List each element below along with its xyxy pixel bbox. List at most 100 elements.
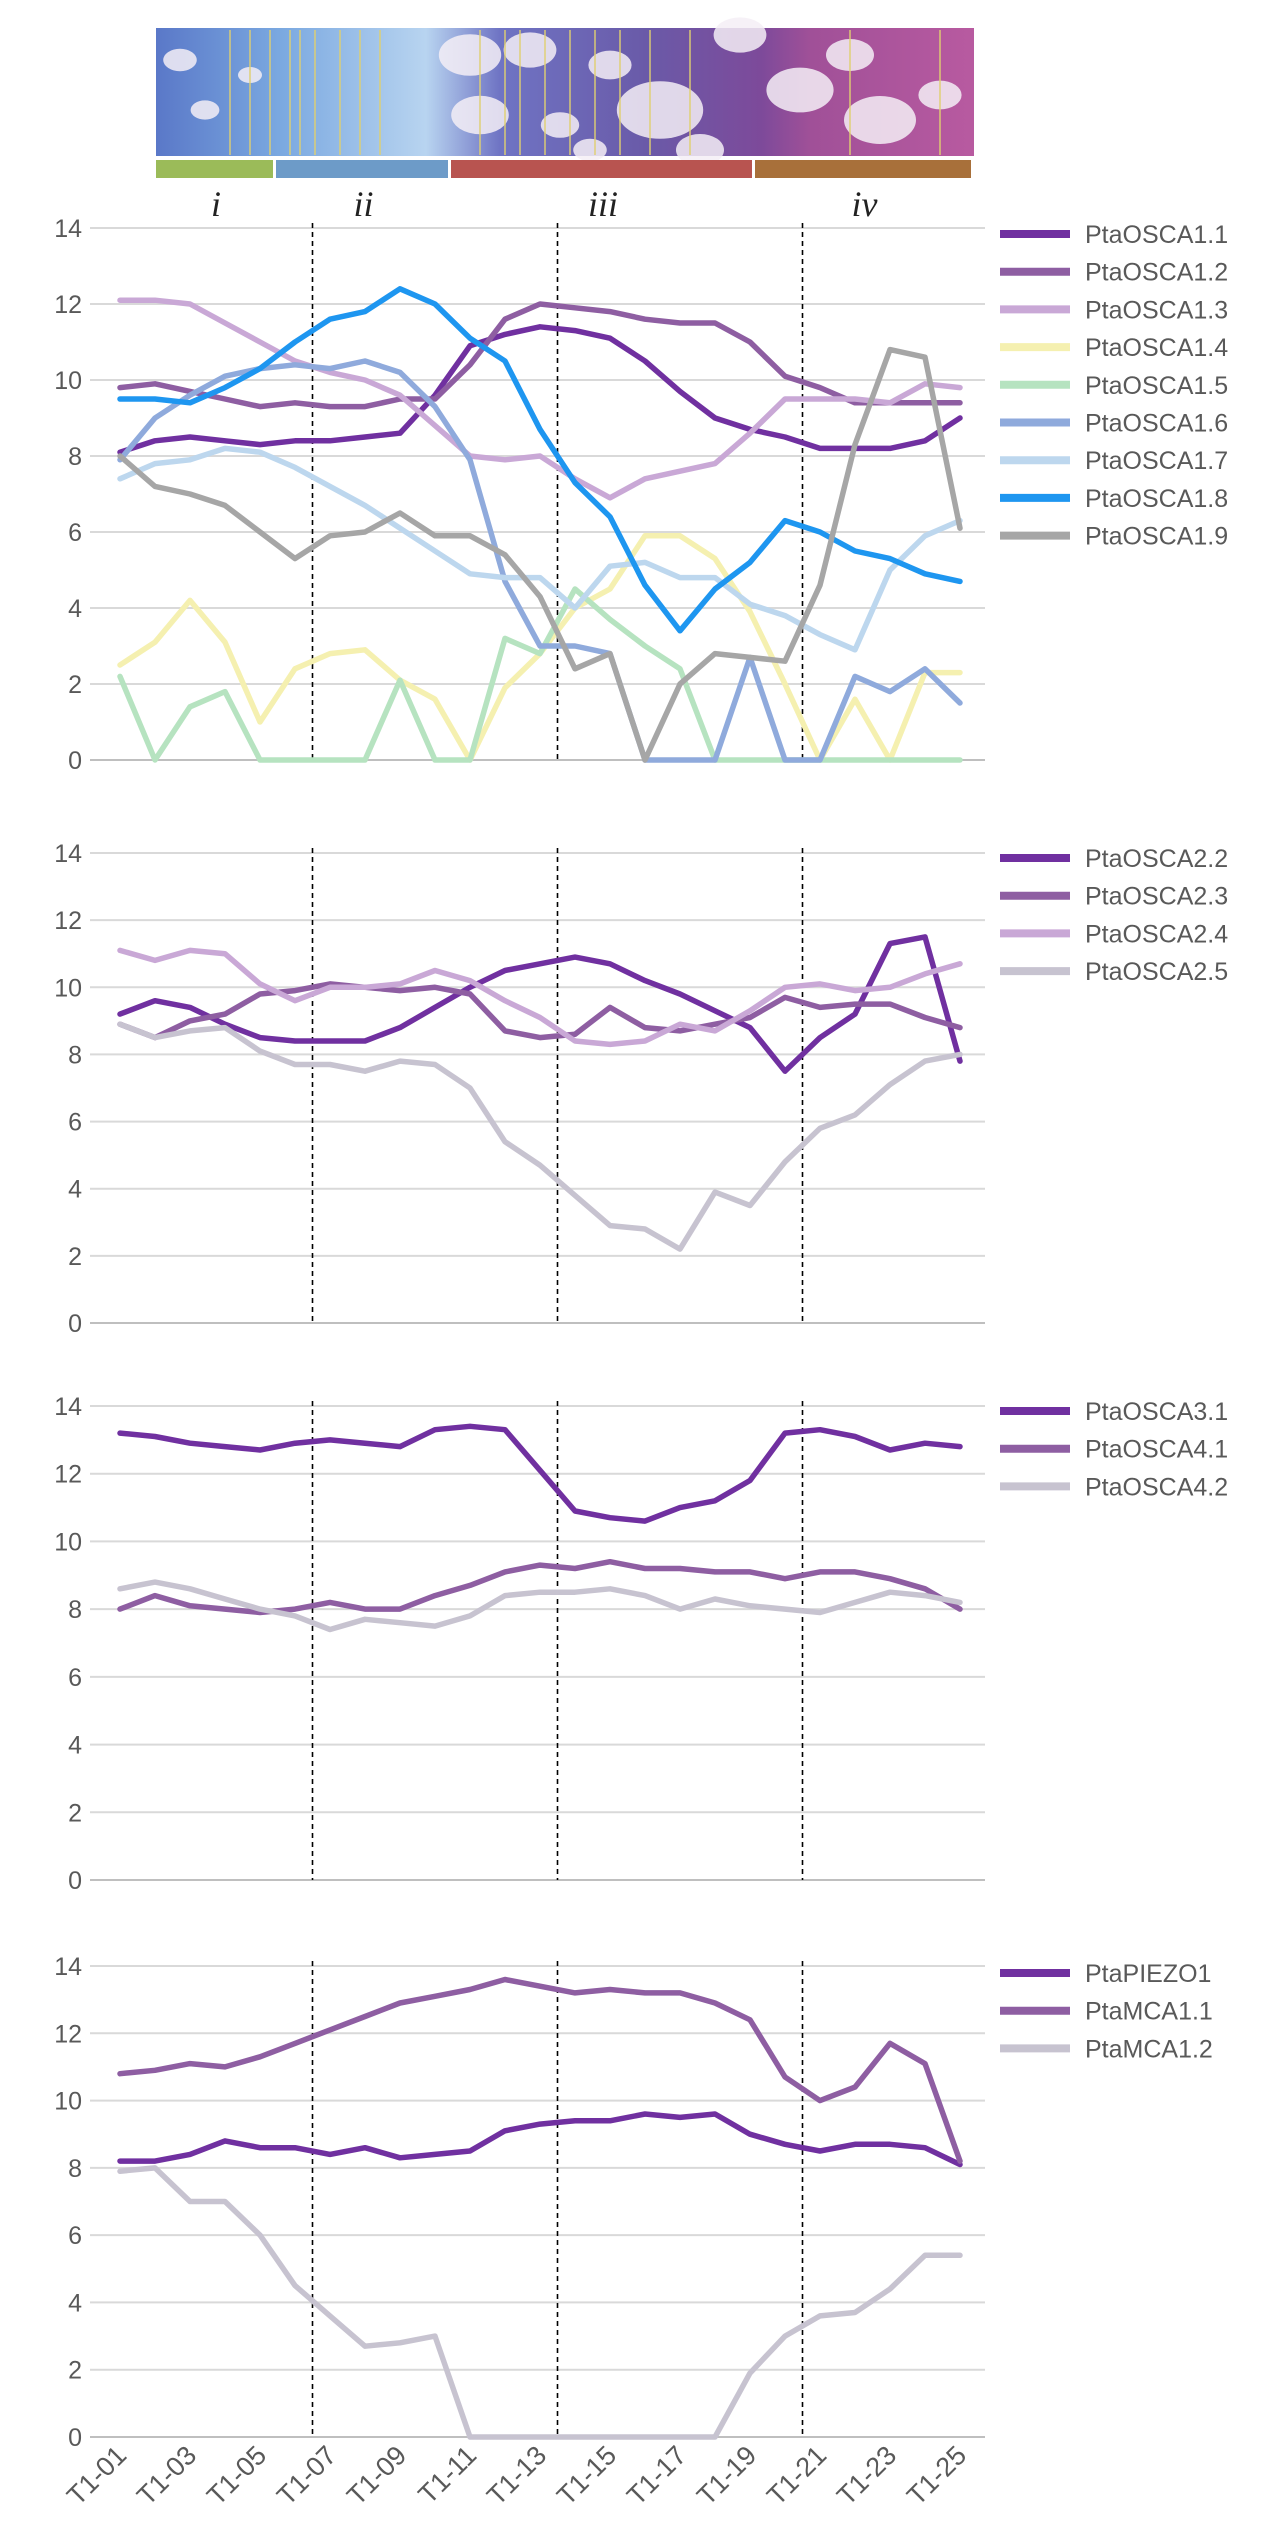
tissue-cell-4: [438, 34, 502, 76]
tissue-cell-2: [190, 100, 220, 120]
y-tick-label: 14: [54, 1953, 82, 1981]
y-tick-label: 8: [68, 1596, 82, 1624]
legend-label-PtaOSCA1.6: PtaOSCA1.6: [1085, 410, 1228, 438]
y-tick-label: 14: [54, 1393, 82, 1421]
x-tick-label: T1-23: [831, 2440, 902, 2511]
legend-label-PtaPIEZO1: PtaPIEZO1: [1085, 1960, 1211, 1988]
legend-label-PtaOSCA4.1: PtaOSCA4.1: [1085, 1436, 1228, 1464]
legend-label-PtaMCA1.2: PtaMCA1.2: [1085, 2035, 1213, 2063]
y-tick-label: 10: [54, 1528, 82, 1556]
tissue-cell-16: [573, 138, 607, 162]
legend-label-PtaOSCA2.3: PtaOSCA2.3: [1085, 883, 1228, 911]
zone-bar-ii: [276, 160, 448, 178]
x-tick-label: T1-07: [271, 2440, 342, 2511]
legend-label-PtaOSCA1.7: PtaOSCA1.7: [1085, 447, 1228, 475]
y-tick-label: 4: [68, 1176, 82, 1204]
y-tick-label: 0: [68, 1310, 82, 1338]
tissue-cell-13: [844, 96, 916, 144]
zone-label-ii: ii: [353, 184, 373, 224]
tissue-cell-5: [503, 32, 557, 68]
x-tick-label: T1-21: [761, 2440, 832, 2511]
legend-label-PtaOSCA1.3: PtaOSCA1.3: [1085, 296, 1228, 324]
y-tick-label: 14: [54, 840, 82, 868]
series-line-PtaOSCA4.1: [117, 1558, 963, 1616]
y-tick-label: 12: [54, 291, 82, 319]
y-tick-label: 10: [54, 974, 82, 1002]
y-tick-label: 12: [54, 1461, 82, 1489]
series-line-PtaOSCA1.7: [117, 445, 963, 653]
series-line-PtaMCA1.2: [117, 2165, 963, 2440]
x-tick-label: T1-13: [481, 2440, 552, 2511]
legend-label-PtaOSCA1.5: PtaOSCA1.5: [1085, 372, 1228, 400]
x-tick-label: T1-15: [551, 2440, 622, 2511]
legend-label-PtaOSCA2.5: PtaOSCA2.5: [1085, 958, 1228, 986]
tissue-cells: [163, 17, 962, 166]
x-tick-label: T1-03: [131, 2440, 202, 2511]
chart-panel-2: 0 2 4 6 8 10 12 14 PtaOSCA2.2 PtaOSCA2.3 PtaOSCA2.…: [54, 840, 1228, 1338]
zone-labels: i ii iii iv: [211, 184, 878, 224]
y-tick-label: 6: [68, 1109, 82, 1137]
chart-panels: 0 2 4 6 8 10 12 14 PtaOSCA1.1 PtaOSCA1.2 PtaOSCA1.…: [54, 215, 1228, 2511]
legend-label-PtaMCA1.1: PtaMCA1.1: [1085, 1998, 1213, 2026]
series-line-PtaOSCA2.4: [117, 947, 963, 1048]
y-tick-label: 2: [68, 671, 82, 699]
y-tick-label: 6: [68, 519, 82, 547]
tissue-zone-header: i ii iii iv: [156, 17, 974, 224]
zone-label-iii: iii: [588, 184, 618, 224]
series-line-PtaOSCA1.8: [117, 286, 963, 634]
legend-label-PtaOSCA2.2: PtaOSCA2.2: [1085, 845, 1228, 873]
tissue-cell-1: [163, 48, 197, 72]
y-tick-label: 0: [68, 2424, 82, 2452]
legend-label-PtaOSCA4.2: PtaOSCA4.2: [1085, 1473, 1228, 1501]
y-tick-label: 0: [68, 747, 82, 775]
chart-panel-3: 0 2 4 6 8 10 12 14 PtaOSCA3.1 PtaOSCA4.1 PtaOSCA4.…: [54, 1393, 1228, 1895]
y-tick-label: 12: [54, 2020, 82, 2048]
tissue-cell-10: [713, 17, 767, 53]
tissue-cell-8: [616, 81, 704, 139]
legend-label-PtaOSCA3.1: PtaOSCA3.1: [1085, 1398, 1228, 1426]
chart-panel-4: 0 2 4 6 8 10 12 14 PtaPIEZO1 PtaMCA1.1 PtaMCA1.2 T1…: [54, 1953, 1213, 2511]
y-tick-label: 8: [68, 443, 82, 471]
series-line-PtaOSCA2.5: [117, 1021, 963, 1252]
series-line-PtaOSCA3.1: [117, 1423, 963, 1524]
legend-label-PtaOSCA1.9: PtaOSCA1.9: [1085, 523, 1228, 551]
series-line-PtaOSCA1.3: [117, 297, 963, 501]
series-line-PtaOSCA4.2: [117, 1579, 963, 1633]
legend-label-PtaOSCA2.4: PtaOSCA2.4: [1085, 920, 1228, 948]
tissue-cell-7: [540, 112, 580, 138]
x-tick-label: T1-17: [621, 2440, 692, 2511]
series-line-PtaOSCA2.2: [117, 934, 963, 1074]
y-tick-label: 4: [68, 2289, 82, 2317]
legend-label-PtaOSCA1.4: PtaOSCA1.4: [1085, 334, 1228, 362]
chart-panel-1: 0 2 4 6 8 10 12 14 PtaOSCA1.1 PtaOSCA1.2 PtaOSCA1.…: [54, 215, 1228, 775]
legend-label-PtaOSCA1.8: PtaOSCA1.8: [1085, 485, 1228, 513]
x-tick-label: T1-19: [691, 2440, 762, 2511]
series-line-PtaPIEZO1: [117, 2111, 963, 2168]
zone-label-iv: iv: [852, 184, 878, 224]
zone-bars: [156, 160, 971, 178]
x-tick-label: T1-05: [201, 2440, 272, 2511]
y-tick-label: 4: [68, 595, 82, 623]
zone-bar-iv: [755, 160, 971, 178]
zone-label-i: i: [211, 184, 221, 224]
y-tick-label: 8: [68, 1041, 82, 1069]
y-tick-label: 2: [68, 1799, 82, 1827]
y-tick-label: 14: [54, 215, 82, 243]
tissue-cell-11: [766, 67, 834, 113]
legend-label-PtaOSCA1.1: PtaOSCA1.1: [1085, 221, 1228, 249]
y-tick-label: 10: [54, 2088, 82, 2116]
series-line-PtaOSCA1.1: [117, 324, 963, 455]
x-tick-label: T1-25: [901, 2440, 972, 2511]
y-tick-label: 10: [54, 367, 82, 395]
series-line-PtaOSCA1.2: [117, 301, 963, 410]
x-tick-label: T1-09: [341, 2440, 412, 2511]
x-tick-label: T1-11: [413, 2440, 483, 2510]
y-tick-label: 4: [68, 1732, 82, 1760]
series-line-PtaOSCA1.6: [117, 358, 963, 763]
series-line-PtaOSCA1.9: [117, 346, 963, 763]
y-tick-label: 8: [68, 2155, 82, 2183]
series-line-PtaOSCA2.3: [117, 981, 963, 1041]
y-tick-label: 2: [68, 1243, 82, 1271]
series-line-PtaMCA1.1: [117, 1976, 963, 2164]
